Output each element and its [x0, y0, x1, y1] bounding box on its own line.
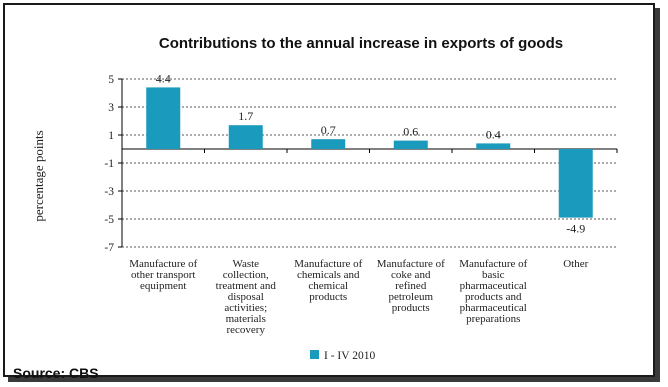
y-tick-label: 3 — [108, 102, 114, 114]
legend-label: I - IV 2010 — [324, 350, 375, 362]
y-axis-label: percentage points — [31, 130, 46, 221]
x-tick-label-line: chemicals and — [297, 269, 360, 281]
data-label: 0.6 — [403, 125, 418, 139]
bar — [393, 140, 428, 149]
x-tick-label: Manufacture of other transport equipment — [129, 258, 197, 292]
x-tick-label-line: products and — [465, 291, 522, 303]
y-tick-label: 5 — [108, 74, 114, 86]
bar — [146, 87, 181, 149]
y-tick-label: 1 — [108, 130, 114, 142]
chart-frame: Contributions to the annual increase in … — [3, 3, 655, 381]
x-tick-label-line: pharmaceutical — [460, 280, 527, 292]
bar — [311, 139, 346, 149]
x-tick-label-line: refined — [395, 280, 427, 292]
x-tick-label-line: disposal — [228, 291, 264, 303]
bar — [228, 125, 263, 149]
x-tick-label-line: pharmaceutical — [460, 302, 527, 314]
data-label: 4.4 — [156, 71, 171, 85]
x-tick-label: Manufacture of chemicals and chemical produ… — [294, 258, 362, 303]
x-tick-label-line: products — [392, 302, 430, 314]
bar-chart: Contributions to the annual increase in … — [31, 35, 618, 362]
x-tick-label-line: products — [309, 291, 347, 303]
x-tick-label-line: Manufacture of — [294, 258, 362, 270]
x-tick-label-line: collection, — [223, 269, 269, 281]
bar — [476, 143, 511, 149]
data-label: 0.4 — [486, 127, 501, 141]
x-tick-label-line: preparations — [466, 313, 520, 325]
data-label: -4.9 — [566, 222, 585, 236]
y-tick-label: -3 — [104, 186, 114, 198]
x-tick-label-line: coke and — [391, 269, 431, 281]
bar — [558, 149, 593, 218]
y-tick-label: -7 — [104, 242, 114, 254]
x-tick-label-line: Manufacture of — [459, 258, 527, 270]
chart-title: Contributions to the annual increase in … — [159, 35, 563, 52]
bars — [146, 87, 593, 218]
x-tick-label-line: Manufacture of — [377, 258, 445, 270]
legend-swatch — [310, 350, 319, 359]
x-tick-label-line: petroleum — [388, 291, 433, 303]
x-tick-label-line: activities; — [224, 302, 267, 314]
x-tick-label: Other — [563, 258, 588, 270]
data-label: 1.7 — [238, 109, 253, 123]
gridlines — [122, 78, 617, 248]
axes — [118, 78, 618, 248]
x-tick-label-line: Waste — [232, 258, 259, 270]
x-tick-label-line: Manufacture of — [129, 258, 197, 270]
x-tick-label-line: basic — [482, 269, 505, 281]
x-tick-label: Waste collection, treatment and disposal act… — [216, 258, 277, 336]
x-tick-label-line: other transport — [131, 269, 195, 281]
source-note: Source: CBS — [13, 365, 99, 381]
x-tick-label-line: materials — [226, 313, 266, 325]
y-tick-label: -5 — [104, 214, 114, 226]
x-tick-label-line: treatment and — [216, 280, 277, 292]
x-tick-label-line: Other — [563, 258, 588, 270]
x-tick-label-line: equipment — [140, 280, 186, 292]
legend: I - IV 2010 — [310, 350, 375, 362]
x-tick-label-line: recovery — [227, 324, 266, 336]
data-label: 0.7 — [321, 123, 336, 137]
x-tick-label-line: chemical — [308, 280, 348, 292]
x-tick-label: Manufacture of coke and refined petroleum pr… — [377, 258, 445, 314]
x-tick-label: Manufacture of basic pharmaceutical product… — [459, 258, 527, 325]
y-tick-label: -1 — [104, 158, 114, 170]
